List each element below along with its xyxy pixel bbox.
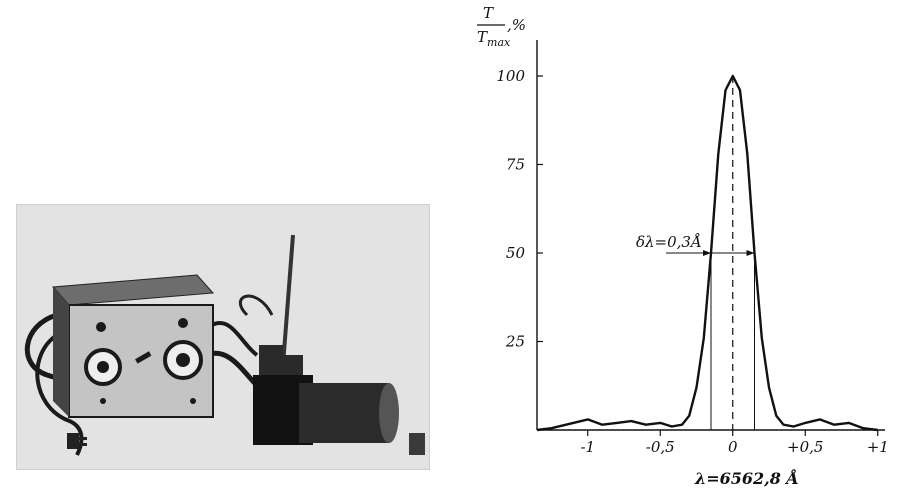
ylabel-suffix: ,% [507,16,526,34]
x-ticks: -1 -0,5 0 +0,5 +1 [580,430,889,456]
chart-canvas: T Tmax ,% 25 50 75 100 -1 -0,5 0 +0,5 +1 δλ=0,3… [477,4,889,488]
fwhm-arrowhead-right [746,250,755,256]
apparatus-photo [16,204,430,470]
x-tick-label: +0,5 [787,438,823,456]
transmission-curve [536,74,878,432]
x-tick-label: +1 [867,438,889,456]
fwhm-annotation: δλ=0,3Å [636,233,702,251]
y-tick-label: 75 [506,156,525,174]
apparatus-illustration [24,234,425,456]
ylabel-denominator: Tmax [477,28,511,49]
y-ticks: 25 50 75 100 [496,67,543,351]
y-tick-label: 50 [506,244,526,262]
ylabel-numerator: T [483,4,494,22]
y-tick-label: 100 [496,67,525,85]
x-tick-label: -0,5 [646,438,675,456]
y-tick-label: 25 [505,333,525,351]
transmission-chart: T Tmax ,% 25 50 75 100 -1 -0,5 0 +0,5 +1 δλ=0,3… [455,0,895,492]
fwhm-arrowhead-left [703,250,711,256]
xlabel: λ=6562,8 Å [694,467,799,488]
series-group [536,74,878,432]
fwhm-guides [666,76,755,430]
x-tick-label: 0 [728,438,738,456]
x-tick-label: -1 [580,438,595,456]
